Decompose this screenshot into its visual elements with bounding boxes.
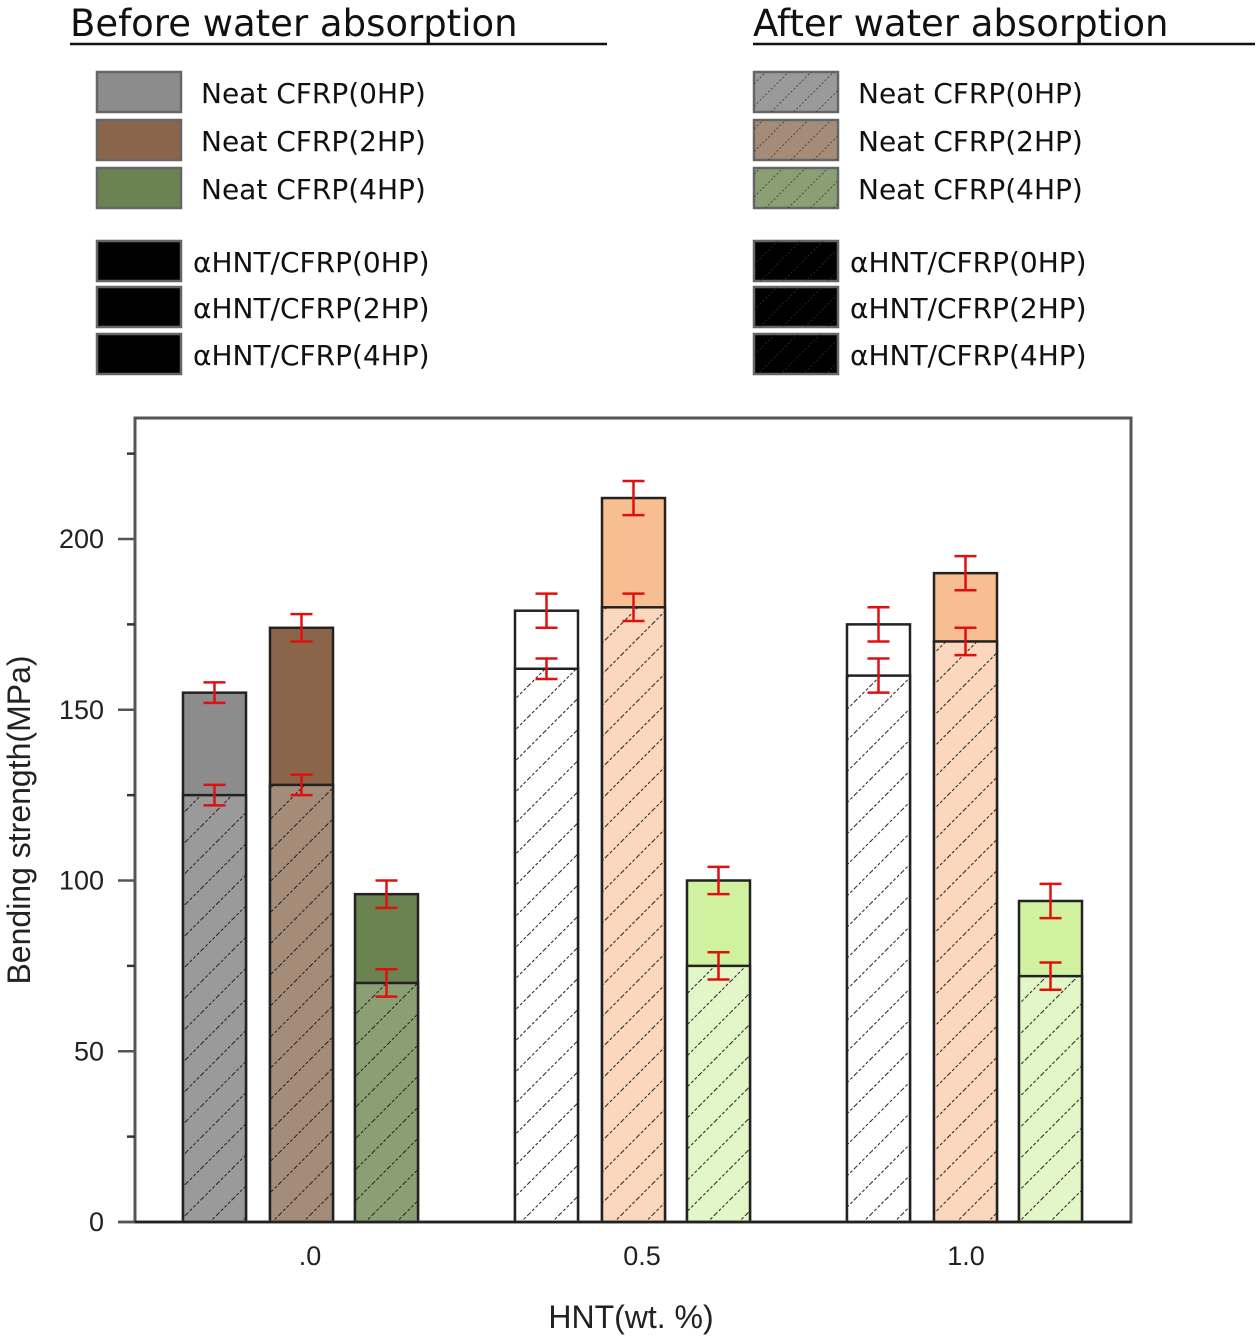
legend-swatch [95,239,183,283]
y-tick-label: 100 [59,866,104,896]
legend-after: After water absorption Neat CFRP(0HP) Nea… [752,2,1255,376]
legend-swatch-hatch [754,334,838,374]
error-bar-after-0HP-2 [867,657,890,694]
legend-swatch-hatch [754,287,838,327]
bar-after-hatch-0HP-2 [847,675,910,1222]
x-tick-label: 1.0 [947,1241,985,1271]
plot-area: 0 50 100 150 200 .0 0.5 1.0 [59,416,1133,1271]
bar-after-hatch-2HP-0 [270,784,333,1222]
y-axis-label: Bending strength(MPa) [1,655,37,984]
bars [181,496,1084,1224]
error-bar-after-4HP-0 [375,968,398,998]
legend-label: αHNT/CFRP(4HP) [193,339,430,372]
error-bar-after-0HP-0 [203,783,226,807]
error-bar-before-2HP-0 [290,612,313,643]
legend-label: Neat CFRP(4HP) [858,173,1083,206]
legend-item: Neat CFRP(2HP) [752,118,1083,162]
y-tick-label: 150 [59,695,104,725]
legend-item: αHNT/CFRP(0HP) [95,239,430,283]
error-bar-before-0HP-1 [535,592,558,630]
legend-label: Neat CFRP(2HP) [858,125,1083,158]
legend-swatch-hatch [754,120,838,160]
legend-swatch [95,70,183,114]
legend-item: Neat CFRP(2HP) [95,118,426,162]
error-bar-before-4HP-0 [375,879,398,910]
x-axis-ticks: .0 0.5 1.0 [299,1241,985,1271]
bar-after-hatch-4HP-0 [355,982,418,1222]
legend-swatch-hatch [754,241,838,281]
x-tick-label: 0.5 [623,1241,661,1271]
legend-swatch [95,118,183,162]
error-bar-after-0HP-1 [535,657,558,681]
x-axis-label: HNT(wt. %) [548,1299,713,1335]
legend-swatch [95,332,183,376]
legend-item: Neat CFRP(0HP) [95,70,426,114]
error-bar-after-4HP-1 [707,950,730,981]
error-bar-after-4HP-2 [1039,961,1062,992]
legend-label: αHNT/CFRP(0HP) [850,246,1087,279]
legend-label: αHNT/CFRP(2HP) [850,292,1087,325]
error-bar-after-2HP-2 [954,626,977,657]
legend-swatch-hatch [754,168,838,208]
legend-swatch [95,285,183,329]
error-bar-after-2HP-1 [622,592,645,623]
legend-item: αHNT/CFRP(4HP) [95,332,430,376]
legend-after-title: After water absorption [753,2,1168,45]
y-tick-label: 50 [74,1036,104,1066]
bar-after-hatch-0HP-1 [515,668,578,1222]
legend-label: Neat CFRP(0HP) [201,77,426,110]
legend-label: αHNT/CFRP(2HP) [193,292,430,325]
error-bar-before-2HP-2 [954,554,977,592]
error-bar-before-4HP-1 [707,865,730,896]
legend-label: αHNT/CFRP(0HP) [193,246,430,279]
legend-item: Neat CFRP(0HP) [752,70,1083,114]
legend-item: Neat CFRP(4HP) [95,166,426,210]
x-tick-label: .0 [299,1241,322,1271]
y-axis-ticks: 0 50 100 150 200 [59,452,135,1237]
legend-item: αHNT/CFRP(0HP) [752,239,1087,283]
error-bar-before-2HP-1 [622,479,645,517]
bar-after-hatch-2HP-2 [934,641,997,1222]
legend-label: Neat CFRP(0HP) [858,77,1083,110]
legend-swatch-hatch [754,72,838,112]
legend-before: Before water absorption Neat CFRP(0HP) Ne… [70,2,607,376]
error-bars [203,479,1062,998]
bar-after-hatch-4HP-2 [1019,976,1082,1222]
legend-label: αHNT/CFRP(4HP) [850,339,1087,372]
error-bar-after-2HP-0 [290,773,313,797]
y-tick-label: 0 [89,1207,104,1237]
legend-item: Neat CFRP(4HP) [752,166,1083,210]
legend-label: Neat CFRP(4HP) [201,173,426,206]
error-bar-before-4HP-2 [1039,882,1062,920]
error-bar-before-0HP-0 [203,681,226,705]
legend-item: αHNT/CFRP(2HP) [95,285,430,329]
error-bar-before-0HP-2 [867,606,890,643]
legend-label: Neat CFRP(2HP) [201,125,426,158]
legend-item: αHNT/CFRP(4HP) [752,332,1087,376]
bar-after-hatch-0HP-0 [183,795,246,1222]
legend-before-title: Before water absorption [70,2,518,45]
legend-item: αHNT/CFRP(2HP) [752,285,1087,329]
legend-swatch [95,166,183,210]
bar-after-hatch-2HP-1 [602,607,665,1222]
bar-after-hatch-4HP-1 [687,965,750,1222]
y-tick-label: 200 [59,524,104,554]
